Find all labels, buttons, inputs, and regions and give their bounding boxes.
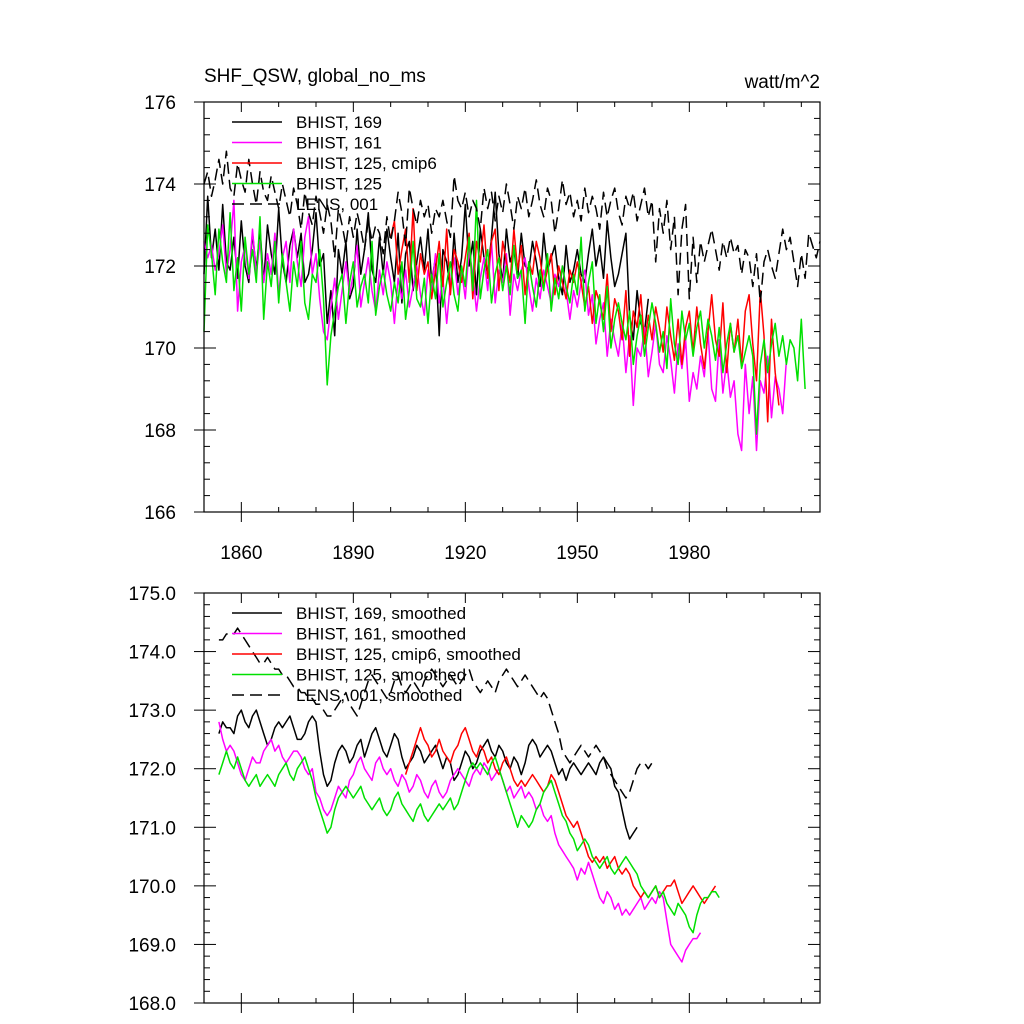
y-tick-label: 166 — [144, 503, 176, 524]
y-tick-label: 170.0 — [128, 877, 176, 898]
x-tick-label: 1860 — [220, 543, 262, 564]
legend-label: BHIST, 169, smoothed — [296, 604, 466, 623]
y-tick-label: 174 — [144, 175, 176, 196]
series-line-1 — [218, 721, 702, 963]
y-tick-label: 172 — [144, 257, 176, 278]
y-tick-label: 169.0 — [128, 935, 176, 956]
legend-label: BHIST, 125, cmip6, smoothed — [296, 645, 521, 664]
series-line-4 — [203, 150, 821, 304]
y-tick-label: 175.0 — [128, 584, 176, 605]
y-tick-label: 173.0 — [128, 701, 176, 722]
plot-frame — [203, 101, 821, 513]
x-tick-label: 1950 — [556, 543, 598, 564]
y-tick-label: 172.0 — [128, 760, 176, 781]
y-tick-label: 170 — [144, 339, 176, 360]
legend-label: LENS, 001 — [296, 195, 378, 214]
y-tick-label: 168.0 — [128, 994, 176, 1015]
legend-label: LENS, 001, smoothed — [296, 686, 462, 705]
x-tick-label: 1890 — [332, 543, 374, 564]
series-line-4 — [218, 627, 653, 799]
units-label: watt/m^2 — [744, 72, 820, 93]
legend: BHIST, 169, smoothed BHIST, 161, smoothed… — [232, 604, 521, 705]
series-line-3 — [203, 199, 806, 435]
series-line-0 — [218, 709, 638, 840]
series-line-0 — [203, 191, 650, 341]
series-line-2 — [404, 726, 717, 905]
y-tick-label: 176 — [144, 93, 176, 114]
chart-title: SHF_QSW, global_no_ms — [204, 66, 426, 87]
legend-label: BHIST, 161 — [296, 134, 382, 153]
x-tick-label: 1980 — [668, 543, 710, 564]
y-tick-label: 171.0 — [128, 818, 176, 839]
legend-label: BHIST, 125 — [296, 175, 382, 194]
legend-label: BHIST, 161, smoothed — [296, 625, 466, 644]
y-tick-label: 168 — [144, 421, 176, 442]
y-tick-label: 174.0 — [128, 643, 176, 664]
series-line-3 — [218, 750, 720, 934]
legend-label: BHIST, 125, cmip6 — [296, 154, 437, 173]
top-panel: SHF_QSW, global_no_ms watt/m^2 1860 1890 1… — [144, 66, 821, 564]
series-line-1 — [203, 199, 788, 452]
bottom-panel: 168.0 169.0 170.0 171.0 172.0 173.0 174.0 175.0… — [128, 584, 821, 1015]
x-tick-label: 1920 — [444, 543, 486, 564]
legend-label: BHIST, 125, smoothed — [296, 666, 466, 685]
plot-frame — [203, 592, 821, 1004]
legend-label: BHIST, 169 — [296, 113, 382, 132]
